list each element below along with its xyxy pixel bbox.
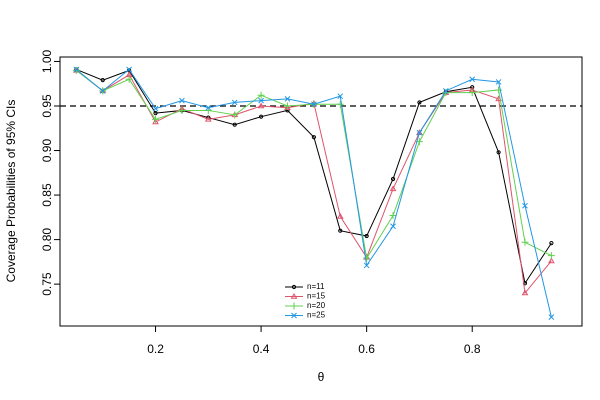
- marker: [179, 97, 185, 104]
- marker: [469, 76, 476, 83]
- x-tick-label: 0.8: [464, 342, 481, 356]
- plot-box: [59, 56, 583, 327]
- y-tick-label: 1.00: [40, 49, 54, 73]
- marker: [99, 87, 106, 94]
- marker: [364, 233, 369, 239]
- legend-marker: [290, 302, 298, 310]
- marker: [522, 202, 528, 209]
- marker: [178, 106, 186, 114]
- marker: [232, 122, 237, 127]
- marker: [311, 101, 317, 108]
- legend-label: n=20: [307, 301, 326, 310]
- marker: [257, 102, 265, 109]
- x-tick-label: 0.6: [358, 342, 375, 356]
- x-axis-label: θ: [318, 370, 325, 384]
- marker: [363, 262, 370, 269]
- legend-label: n=15: [307, 292, 326, 301]
- marker: [338, 228, 343, 233]
- marker: [549, 241, 554, 246]
- marker: [284, 104, 291, 111]
- marker: [152, 118, 159, 125]
- marker: [495, 79, 502, 85]
- y-tick-label: 0.75: [40, 272, 54, 296]
- y-axis-label: Coverage Probabilities of 95% CIs: [4, 100, 18, 283]
- marker: [283, 102, 291, 110]
- legend-marker: [291, 284, 297, 290]
- marker: [389, 185, 397, 192]
- y-tick-label: 0.80: [40, 228, 54, 252]
- marker: [521, 238, 529, 246]
- marker: [336, 100, 344, 108]
- marker: [284, 96, 291, 102]
- marker: [416, 129, 423, 136]
- marker: [442, 87, 449, 94]
- marker: [468, 89, 476, 97]
- marker: [231, 111, 239, 119]
- marker: [72, 66, 80, 74]
- legend-label: n=25: [307, 311, 326, 320]
- marker: [152, 115, 160, 123]
- marker: [390, 176, 396, 182]
- marker: [390, 223, 396, 230]
- marker: [495, 86, 503, 94]
- y-tick-label: 0.95: [40, 94, 54, 118]
- marker: [336, 212, 344, 219]
- marker: [311, 135, 316, 140]
- marker: [257, 91, 265, 99]
- marker: [363, 254, 371, 262]
- x-tick-label: 0.4: [253, 342, 270, 356]
- marker: [73, 66, 80, 73]
- x-tick-label: 0.2: [147, 342, 164, 356]
- marker: [548, 314, 555, 320]
- marker: [337, 93, 344, 100]
- marker: [100, 78, 105, 83]
- marker: [417, 100, 422, 105]
- marker: [496, 150, 501, 155]
- marker: [204, 115, 212, 122]
- series-line: [76, 69, 552, 260]
- marker: [470, 85, 475, 90]
- y-tick-label: 0.90: [40, 139, 54, 163]
- marker: [389, 212, 397, 220]
- legend: n=11n=15n=20n=25: [285, 282, 326, 320]
- marker: [258, 97, 264, 104]
- marker: [126, 66, 132, 73]
- legend-marker: [291, 312, 297, 319]
- legend-label: n=11: [307, 282, 325, 291]
- y-tick-label: 0.85: [40, 183, 54, 207]
- marker: [231, 99, 238, 106]
- marker: [125, 75, 133, 83]
- marker: [548, 257, 555, 264]
- marker: [521, 289, 529, 296]
- legend-marker: [290, 293, 298, 299]
- marker: [547, 252, 555, 260]
- marker: [205, 104, 212, 111]
- marker: [153, 111, 158, 116]
- marker: [152, 105, 159, 112]
- marker: [258, 114, 264, 119]
